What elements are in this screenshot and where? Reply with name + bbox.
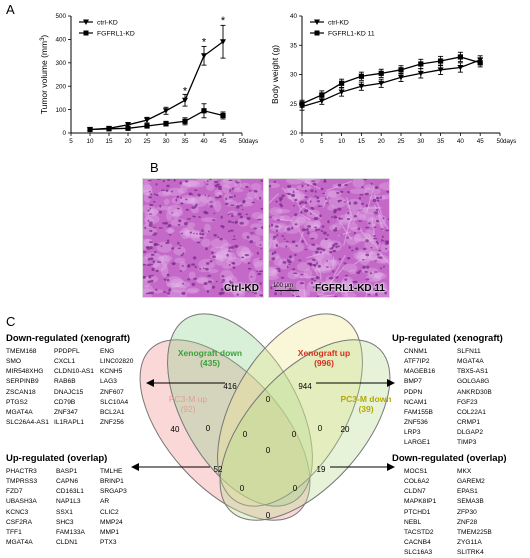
venn-region-xenograft-down-only: 416 [223,382,237,391]
venn-count-xenograft-down: (435) [200,358,220,368]
venn-count-pc3m-up: (92) [180,404,195,414]
venn-region-xup-pc3m-down: 0 [318,424,323,433]
venn-region-pc3m-down-only: 20 [341,425,350,434]
venn-region-three-d: 0 [293,484,298,493]
venn-region-pc3m-up-only: 40 [171,425,180,434]
venn-region-down-up: 0 [266,395,271,404]
venn-count-pc3m-down: (39) [358,404,373,414]
venn-region-pc3m-up-xdown: 0 [206,424,211,433]
venn-region-three-c: 0 [240,484,245,493]
venn-label-pc3m-up: PC3-M up [169,394,208,404]
venn-label-xenograft-down: Xenograft down [178,348,242,358]
venn-region-three-a: 0 [243,430,248,439]
venn-region-pc3m-both: 0 [266,511,271,520]
venn-label-xenograft-up: Xenograft up [298,348,350,358]
venn-count-xenograft-up: (996) [314,358,334,368]
venn-region-xenograft-up-only: 944 [298,382,312,391]
venn-region-pc3m-up-xup: 52 [214,465,223,474]
venn-region-three-b: 0 [292,430,297,439]
venn-region-all: 0 [266,446,271,455]
venn-label-pc3m-down: PC3-M down [341,394,392,404]
venn-region-xdown-pc3m-down: 19 [317,465,326,474]
